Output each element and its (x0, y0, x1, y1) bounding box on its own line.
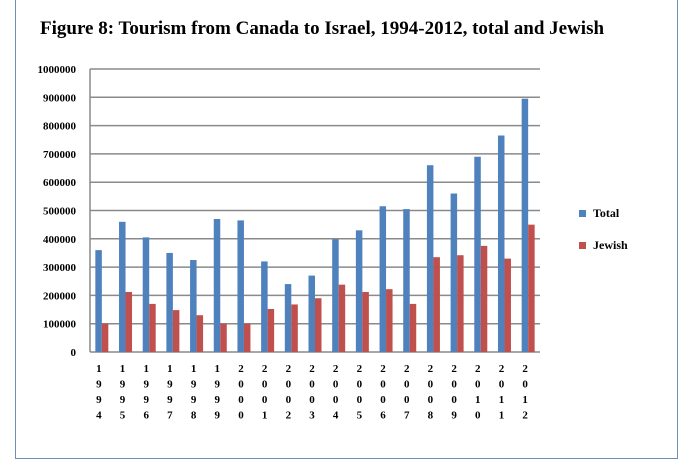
y-tick-label: 400000 (43, 234, 77, 246)
bars (95, 98, 535, 352)
legend-label-total: Total (593, 206, 620, 220)
bar-jewish-2001 (267, 308, 275, 352)
bar-jewish-1997 (172, 310, 180, 352)
bar-jewish-2000 (243, 323, 251, 352)
bar-jewish-1995 (125, 292, 133, 352)
bar-jewish-2008 (433, 257, 440, 352)
bar-jewish-2005 (362, 292, 369, 352)
y-tick-label: 100000 (43, 319, 77, 331)
bar-total-2011 (497, 135, 505, 352)
bar-jewish-2004 (338, 284, 346, 352)
bar-total-1995 (119, 221, 126, 352)
bar-total-2004 (332, 239, 339, 352)
legend-swatch-jewish (579, 242, 586, 249)
bar-total-2007 (403, 209, 410, 352)
bar-jewish-2002 (291, 304, 298, 352)
y-axis-ticks: 0 100000 200000 300000 400000 500000 600000 700… (38, 64, 77, 359)
y-tick-label: 1000000 (38, 64, 77, 76)
legend-label-jewish: Jewish (593, 238, 628, 252)
bar-total-1997 (166, 252, 173, 352)
bar-total-1998 (190, 260, 197, 352)
y-tick-label: 300000 (43, 262, 77, 274)
y-tick-label: 800000 (43, 121, 77, 133)
y-tick-label: 500000 (43, 206, 77, 218)
y-tick-label: 600000 (43, 177, 77, 189)
bar-jewish-1994 (101, 323, 109, 352)
legend-swatch-total (579, 210, 586, 217)
bar-total-2002 (284, 284, 292, 352)
bar-total-2009 (450, 193, 458, 352)
bar-jewish-2011 (504, 258, 511, 352)
bar-total-1999 (213, 218, 221, 352)
legend: Total Jewish (579, 206, 628, 252)
chart-title: Figure 8: Tourism from Canada to Israel,… (40, 18, 605, 39)
bar-jewish-1998 (196, 315, 204, 352)
bar-total-2003 (308, 275, 315, 352)
bar-total-1994 (95, 250, 102, 352)
bar-total-2006 (379, 206, 387, 352)
y-tick-label: 900000 (43, 92, 77, 104)
bar-jewish-1996 (149, 303, 156, 352)
bar-total-1996 (142, 237, 150, 352)
y-tick-label: 0 (71, 347, 77, 359)
bar-total-2000 (237, 220, 244, 352)
bar-jewish-2012 (528, 224, 535, 352)
bar-jewish-2006 (386, 289, 393, 352)
gridlines (89, 68, 540, 353)
bar-jewish-2003 (315, 298, 322, 352)
bar-total-2001 (261, 261, 268, 352)
x-axis-ticks: 1 9 9 4 1 9 9 5 1 9 9 6 1 9 9 7 1 9 9 8 1 9 9 9 2 0 0 0 2 0 0 1 2 0 0 2 2 0 0 3… (96, 363, 528, 422)
y-tick-label: 200000 (43, 290, 77, 302)
bar-jewish-2007 (409, 303, 417, 352)
y-tick-label: 700000 (43, 149, 77, 161)
bar-total-2010 (474, 156, 481, 352)
bar-jewish-2009 (457, 255, 464, 352)
bar-total-2005 (355, 230, 363, 352)
bar-total-2012 (521, 98, 529, 352)
bar-total-2008 (426, 165, 434, 352)
bar-jewish-1999 (220, 323, 227, 352)
bar-jewish-2010 (480, 245, 488, 352)
